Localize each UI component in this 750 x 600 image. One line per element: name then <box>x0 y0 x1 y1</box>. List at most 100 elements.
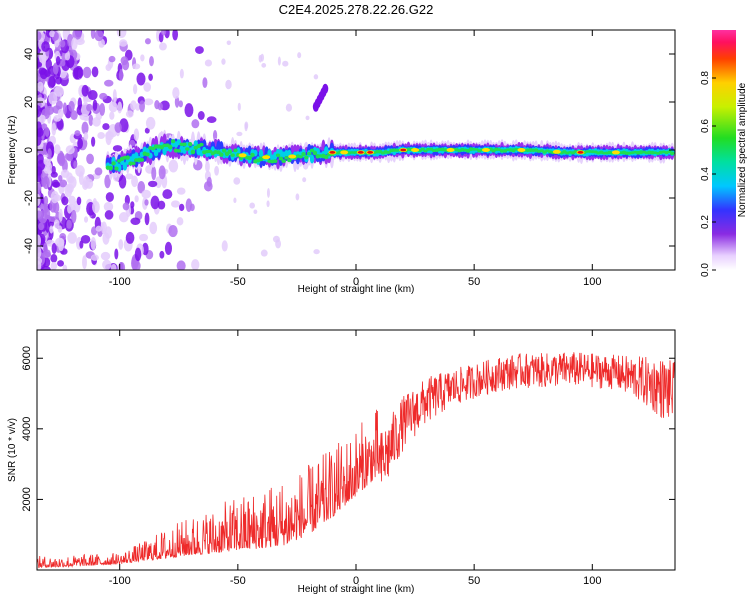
spectrogram-noise-blob <box>131 175 139 188</box>
spectrogram-noise-blob <box>81 84 89 97</box>
spectrogram-noise-blob <box>305 115 310 121</box>
spectrogram-noise-blob <box>67 232 77 244</box>
spectrogram-noise-blob <box>49 30 56 38</box>
spectrogram-noise-blob <box>179 68 184 79</box>
spectrogram-noise-blob <box>139 100 145 113</box>
spectrogram-noise-blob <box>144 199 149 206</box>
spectrogram-noise-blob <box>64 152 72 161</box>
spectrogram-noise-blob <box>140 54 145 62</box>
spectrogram-noise-blob <box>136 72 146 86</box>
spectrogram-noise-blob <box>70 110 78 121</box>
spectrogram-noise-blob <box>64 183 73 198</box>
spectrogram-noise-blob <box>55 100 63 110</box>
y-tick-label: 0 <box>23 147 35 153</box>
spectrogram-noise-blob <box>221 240 228 252</box>
colorbar-ticks: 0.0 0.2 0.4 0.6 0.8 <box>700 71 716 277</box>
spectrogram-noise-blob <box>133 128 140 141</box>
spectrogram-noise-blob <box>172 87 180 99</box>
x-tick-label: 0 <box>353 276 359 288</box>
spectrogram-noise-blob <box>37 193 41 207</box>
spectrogram-ridge-mark <box>230 153 235 157</box>
spectrogram-noise-blob <box>112 89 117 103</box>
spectrogram-noise-blob <box>60 169 70 178</box>
spectrogram-ridge-mark <box>199 142 204 147</box>
spectrogram-noise-blob <box>49 225 54 234</box>
spectrogram-ridge-mark <box>190 149 196 155</box>
spectrogram-noise-blob <box>77 67 83 79</box>
spectrogram-noise-blob <box>68 195 76 205</box>
spectrogram-noise-blob <box>59 39 66 48</box>
spectrogram-noise-blob <box>83 216 89 223</box>
spectrogram-ridge-mark <box>111 161 116 166</box>
x-tick-label: 50 <box>468 276 480 288</box>
spectrogram-noise-blob <box>102 259 112 270</box>
spectrogram-noise-blob <box>130 100 137 111</box>
spectrogram-noise-blob <box>83 132 89 141</box>
spectrogram-ridge-mark <box>145 152 150 157</box>
spectrogram-noise-blob <box>77 97 83 111</box>
spectrogram-noise-blob <box>189 203 195 212</box>
spectrogram-noise-blob <box>266 200 270 208</box>
spectrogram-noise-blob <box>197 111 205 120</box>
spectrogram-noise-blob <box>67 204 72 214</box>
spectrogram-noise-blob <box>104 79 114 87</box>
figure-title: C2E4.2025.278.22.26.G22 <box>279 2 434 17</box>
spectrogram-noise-blob <box>109 111 115 120</box>
x-tick-label: -50 <box>230 276 246 288</box>
colorbar-gradient <box>712 30 736 270</box>
spectrogram-noise-blob <box>171 200 180 208</box>
spectrogram-ridge-mark <box>131 161 136 166</box>
spectrogram-ridge-mark <box>312 150 318 156</box>
spectrogram-noise-blob <box>172 30 179 41</box>
spectrogram-noise-blob <box>144 38 151 45</box>
spectrogram-noise-blob <box>42 176 50 190</box>
spectrogram-noise-blob <box>313 74 319 80</box>
spectrogram-noise-blob <box>244 122 248 132</box>
spectrogram-noise-blob <box>86 103 93 112</box>
spectrogram-noise-blob <box>143 82 152 92</box>
spectrogram-noise-blob <box>225 79 232 90</box>
spectrogram-noise-blob <box>164 241 173 256</box>
spectrogram-noise-blob <box>57 225 63 233</box>
snr-y-axis-label: SNR (10 * v/v) <box>7 418 18 482</box>
spectrogram-ridge-mark <box>250 152 255 158</box>
spectrogram-noise-blob <box>54 86 64 97</box>
spectrogram-noise-blob <box>79 240 84 249</box>
spectrogram-noise-blob <box>149 221 158 235</box>
spectrogram-noise-blob <box>144 212 150 226</box>
spectrogram-noise-blob <box>134 247 142 262</box>
spectrogram-noise-blob <box>45 105 55 116</box>
spectrogram-noise-blob <box>275 239 282 249</box>
spectrogram-noise-blob <box>249 202 255 209</box>
y-tick-label: 20 <box>23 96 35 108</box>
y-tick-label: -20 <box>23 190 35 206</box>
spectrogram-noise-blob <box>88 114 94 127</box>
spectrogram-noise-blob <box>92 200 100 214</box>
spectrogram-ridge-mark <box>272 159 278 163</box>
spectrogram-noise-blob <box>37 81 44 93</box>
y-tick-label: 4000 <box>21 417 33 441</box>
spectrogram-noise-blob <box>56 153 65 165</box>
spectrogram-hot-spot <box>411 148 420 152</box>
spectrogram-noise-blob <box>114 248 119 260</box>
y-tick-label: 40 <box>23 48 35 60</box>
spectrogram-noise-blob <box>40 265 51 270</box>
spectrogram-noise-blob <box>184 103 194 118</box>
spectrogram-ridge-mark <box>187 142 193 147</box>
spectrogram-noise-blob <box>104 210 114 220</box>
spectrogram-ridge-mark <box>258 149 264 158</box>
spectrogram-ridge-mark <box>287 158 292 163</box>
spectrogram-noise-blob <box>45 219 50 233</box>
spectrogram-hot-spot <box>288 154 297 159</box>
spectrogram-noise-blob <box>61 196 69 206</box>
spectrogram-noise-blob <box>214 165 219 176</box>
spectrogram-noise-blob <box>125 231 135 244</box>
spectrogram-noise-blob <box>206 116 217 123</box>
spectrogram-noise-blob <box>68 100 75 113</box>
spectrogram-noise-blob <box>74 130 81 137</box>
spectrogram-noise-blob <box>80 234 91 244</box>
spectrogram-noise-blob <box>104 226 113 239</box>
spectrogram-noise-blob <box>58 208 63 222</box>
spectrogram-noise-blob <box>176 217 184 226</box>
spectrogram-noise-blob <box>94 167 103 176</box>
